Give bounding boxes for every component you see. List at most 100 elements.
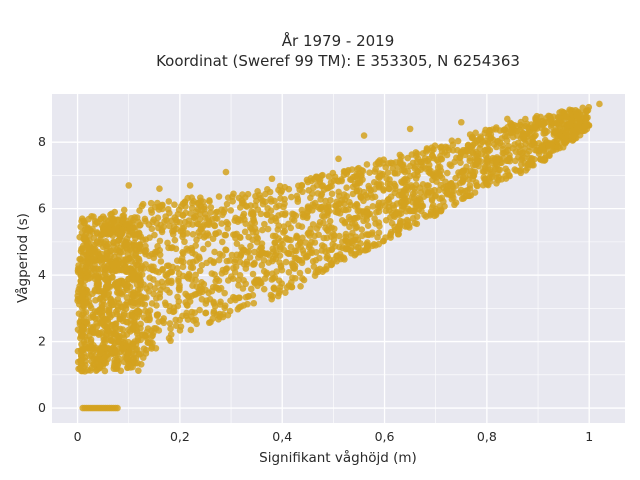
scatter-point (258, 248, 266, 256)
scatter-point (418, 202, 426, 210)
scatter-point (457, 159, 464, 167)
scatter-point (570, 132, 578, 139)
scatter-point (218, 238, 226, 246)
scatter-point (83, 318, 91, 326)
x-tick-label: 0,2 (170, 429, 190, 444)
scatter-point (429, 201, 437, 209)
scatter-point (129, 342, 137, 350)
scatter-point (82, 357, 89, 365)
scatter-point (236, 294, 243, 302)
scatter-point (364, 222, 372, 229)
scatter-point (273, 268, 280, 275)
scatter-point (299, 188, 306, 196)
scatter-point (451, 158, 458, 166)
scatter-point (296, 269, 304, 277)
scatter-point (268, 175, 276, 183)
scatter-point (186, 259, 194, 266)
scatter-point (440, 184, 447, 191)
scatter-point (122, 282, 129, 290)
scatter-point (209, 235, 217, 243)
scatter-point (406, 125, 414, 133)
scatter-point (240, 261, 248, 268)
scatter-point (209, 315, 217, 322)
scatter-point (198, 296, 206, 303)
scatter-point (443, 169, 451, 177)
scatter-point (179, 263, 187, 271)
scatter-point (247, 202, 254, 209)
scatter-point (242, 293, 250, 301)
scatter-point (103, 284, 111, 292)
scatter-point (110, 218, 117, 225)
scatter-point (335, 192, 343, 200)
scatter-point (242, 202, 250, 210)
scatter-point (386, 176, 393, 183)
scatter-point (174, 293, 181, 301)
scatter-point (162, 301, 170, 309)
scatter-point (86, 274, 94, 281)
scatter-point (196, 306, 203, 314)
scatter-point (156, 251, 164, 259)
scatter-point (421, 158, 429, 165)
scatter-point (195, 253, 203, 260)
scatter-point (119, 304, 127, 311)
scatter-point (120, 206, 128, 214)
scatter-point (451, 201, 458, 209)
scatter-point (348, 239, 356, 247)
scatter-point (146, 274, 154, 282)
scatter-point (545, 151, 553, 159)
scatter-point (164, 205, 172, 213)
scatter-point (288, 283, 296, 291)
scatter-point (175, 270, 183, 277)
scatter-point (428, 195, 436, 203)
scatter-point (172, 316, 179, 324)
scatter-point (135, 367, 142, 374)
scatter-point (228, 251, 236, 259)
scatter-point (215, 193, 223, 200)
scatter-point (161, 218, 168, 225)
scatter-point (366, 169, 373, 176)
scatter-point (79, 331, 87, 338)
scatter-point (183, 273, 191, 281)
scatter-point (154, 280, 161, 287)
scatter-point (230, 231, 237, 238)
scatter-point (242, 220, 249, 227)
scatter-point (278, 266, 286, 274)
scatter-point (104, 319, 112, 327)
scatter-point (576, 117, 584, 124)
scatter-point (155, 224, 162, 232)
scatter-point (198, 206, 205, 214)
x-tick-label: 0,6 (375, 429, 395, 444)
scatter-point (581, 123, 588, 131)
scatter-point (480, 174, 488, 181)
scatter-point (489, 136, 497, 143)
scatter-point (282, 289, 289, 296)
scatter-point (285, 220, 292, 228)
scatter-point (113, 289, 121, 296)
scatter-point (425, 182, 432, 190)
scatter-point (259, 197, 266, 205)
scatter-point (131, 241, 138, 249)
scatter-point (456, 189, 463, 196)
scatter-point (282, 258, 290, 266)
scatter-point (235, 194, 243, 202)
scatter-point (211, 221, 218, 229)
scatter-point (483, 156, 490, 163)
scatter-point (585, 103, 593, 111)
scatter-point (192, 290, 200, 298)
scatter-point (273, 203, 280, 211)
scatter-point (226, 307, 234, 315)
scatter-point (213, 275, 221, 283)
scatter-point (252, 276, 260, 284)
scatter-point (324, 208, 331, 216)
scatter-point (356, 177, 364, 185)
scatter-point (134, 308, 142, 316)
scatter-point (153, 312, 161, 319)
scatter-point (269, 275, 277, 282)
scatter-point (509, 129, 517, 136)
scatter-point (177, 257, 185, 265)
scatter-point (143, 294, 150, 301)
scatter-point (96, 330, 104, 337)
scatter-point (224, 194, 232, 201)
scatter-point (167, 337, 174, 345)
scatter-point (86, 259, 94, 267)
